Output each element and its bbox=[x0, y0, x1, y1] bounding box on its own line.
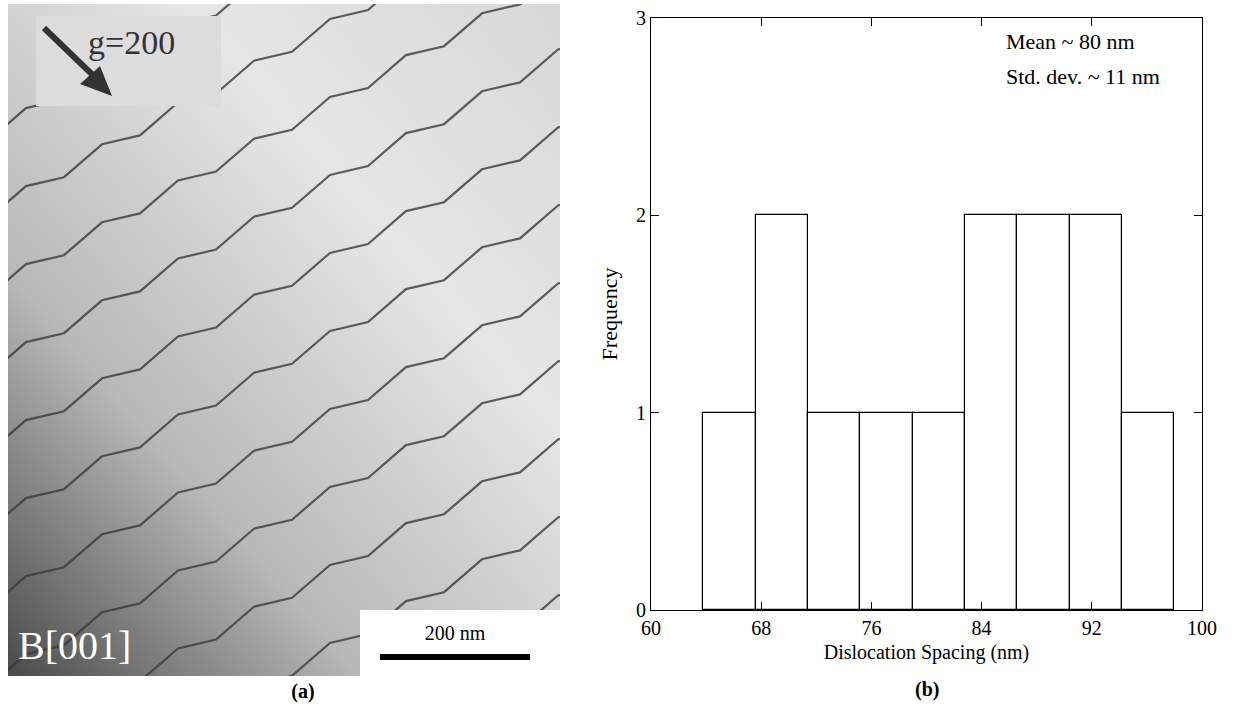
svg-text:3: 3 bbox=[636, 7, 646, 29]
html-text:(a): (a) bbox=[291, 680, 315, 702]
svg-text:68: 68 bbox=[751, 617, 771, 639]
svg-text:(b): (b) bbox=[915, 678, 939, 701]
svg-text:76: 76 bbox=[861, 617, 881, 639]
svg-text:Mean ~ 80 nm: Mean ~ 80 nm bbox=[1006, 29, 1135, 54]
svg-text:Std. dev. ~ 11 nm: Std. dev. ~ 11 nm bbox=[1006, 64, 1160, 89]
svg-text:100: 100 bbox=[1187, 617, 1217, 639]
svg-text:60: 60 bbox=[641, 617, 661, 639]
svg-text:0: 0 bbox=[636, 599, 646, 621]
svg-text:92: 92 bbox=[1082, 617, 1102, 639]
svg-text:g=200: g=200 bbox=[88, 24, 175, 61]
svg-text:Frequency: Frequency bbox=[597, 268, 622, 361]
svg-text:200 nm: 200 nm bbox=[425, 622, 486, 644]
svg-text:2: 2 bbox=[636, 204, 646, 226]
svg-text:84: 84 bbox=[972, 617, 992, 639]
svg-text:B[001]: B[001] bbox=[18, 623, 131, 668]
svg-text:1: 1 bbox=[636, 402, 646, 424]
svg-text:Dislocation Spacing (nm): Dislocation Spacing (nm) bbox=[824, 641, 1030, 664]
